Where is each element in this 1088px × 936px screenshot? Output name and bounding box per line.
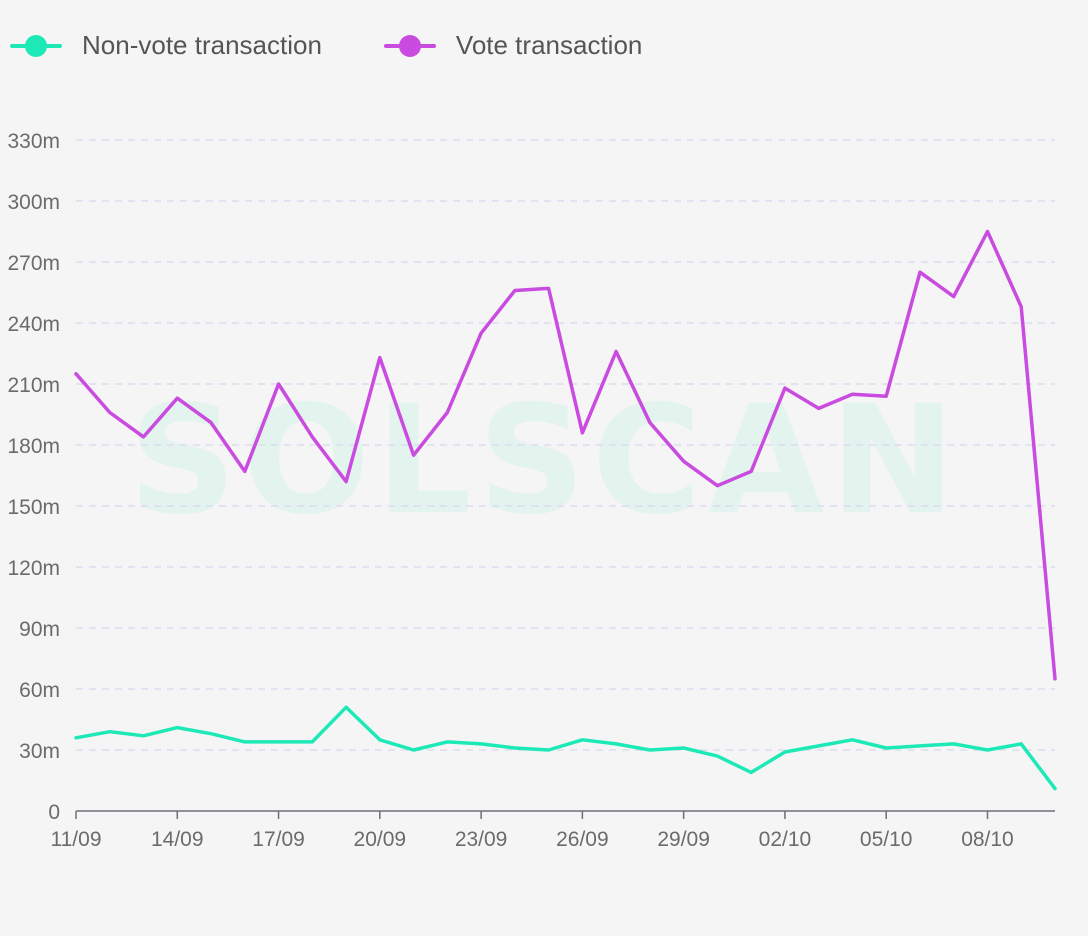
- legend-item-vote[interactable]: Vote transaction: [383, 30, 643, 61]
- series-line-non-vote: [74, 705, 1057, 791]
- y-tick-label: 300m: [7, 191, 60, 214]
- series-line-vote: [74, 229, 1057, 681]
- legend-label-non-vote: Non-vote transaction: [82, 30, 322, 60]
- legend-label-vote: Vote transaction: [455, 30, 643, 60]
- y-tick-label: 150m: [7, 496, 60, 519]
- x-tick-label: 20/09: [354, 828, 407, 851]
- y-tick-label: 90m: [19, 618, 60, 641]
- y-tick-label: 60m: [19, 679, 60, 702]
- legend-swatch-vote: [383, 34, 436, 57]
- legend: Non-vote transaction Vote transaction: [10, 30, 704, 61]
- y-tick-label: 330m: [7, 130, 60, 153]
- x-tick-label: 02/10: [759, 828, 812, 851]
- y-tick-label: 0: [48, 801, 60, 824]
- x-tick-label: 29/09: [657, 828, 710, 851]
- x-tick-label: 14/09: [151, 828, 204, 851]
- series-layer: [74, 229, 1057, 791]
- x-tick-label: 26/09: [556, 828, 609, 851]
- y-tick-label: 270m: [7, 252, 60, 275]
- y-tick-label: 180m: [7, 435, 60, 458]
- axis-layer: 0 30m 60m 90m 120m 150m 180m 210m 240m 270m 300m 33…: [7, 130, 1055, 851]
- legend-swatch-dot: [25, 34, 47, 57]
- x-tick-label: 08/10: [961, 828, 1014, 851]
- legend-item-non-vote[interactable]: Non-vote transaction: [10, 30, 322, 61]
- x-tick-label: 05/10: [860, 828, 913, 851]
- x-tick-label: 11/09: [51, 828, 102, 851]
- y-tick-label: 120m: [7, 557, 60, 580]
- y-tick-label: 30m: [19, 740, 60, 763]
- legend-swatch-dot: [398, 34, 421, 57]
- x-tick-label: 23/09: [455, 828, 508, 851]
- watermark-logo: SOLSCAN: [129, 374, 962, 548]
- y-tick-label: 240m: [7, 313, 60, 336]
- y-tick-label: 210m: [7, 374, 60, 397]
- legend-swatch-non-vote: [10, 34, 62, 57]
- x-tick-label: 17/09: [252, 828, 305, 851]
